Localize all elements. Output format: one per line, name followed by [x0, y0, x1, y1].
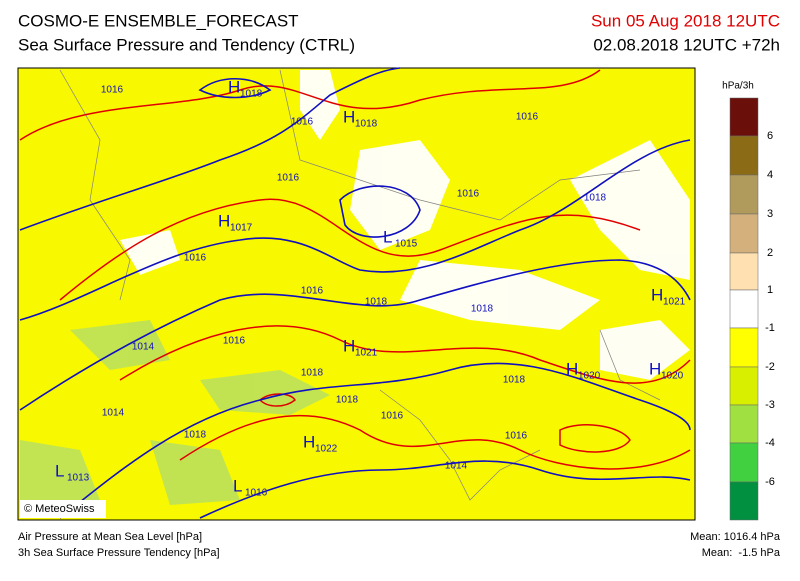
pressure-center-value: 1020: [661, 371, 684, 382]
colorbar-box: [729, 174, 759, 215]
pressure-center-letter: H: [649, 359, 661, 378]
footer-right-2: Mean: -1.5 hPa: [702, 547, 781, 559]
isobar-label: 1016: [184, 253, 207, 264]
credit: © MeteoSwiss: [24, 503, 95, 515]
colorbar-label: -1: [765, 322, 775, 334]
isobar-label: 1016: [381, 411, 404, 422]
isobar-label: 1018: [471, 304, 494, 315]
pressure-center-letter: H: [566, 359, 578, 378]
pressure-center-letter: H: [343, 336, 355, 355]
isobar-label: 1018: [584, 193, 607, 204]
colorbar: hPa/3h 6 4 3 2 1 -1 -2 -3 -4 -6: [722, 81, 775, 521]
pressure-center-letter: L: [55, 461, 64, 480]
colorbar-label: -3: [765, 399, 775, 411]
pressure-center-value: 1021: [663, 297, 686, 308]
colorbar-label: 1: [767, 284, 773, 296]
run-info: 02.08.2018 12UTC +72h: [593, 35, 780, 54]
isobar-label: 1016: [301, 286, 324, 297]
pressure-center-value: 1022: [315, 444, 338, 455]
footer-left-1: Air Pressure at Mean Sea Level [hPa]: [18, 531, 202, 543]
isobar-label: 1016: [505, 431, 528, 442]
pressure-center-letter: H: [651, 285, 663, 304]
isobar-label: 1014: [102, 408, 125, 419]
isobar-label: 1016: [291, 117, 314, 128]
colorbar-label: 3: [767, 208, 773, 220]
valid-date: Sun 05 Aug 2018 12UTC: [591, 11, 780, 30]
pressure-center-value: 1018: [355, 119, 378, 130]
isobar-label: 1018: [336, 395, 359, 406]
isobar-label: 1016: [223, 336, 246, 347]
isobar-label: 1016: [277, 173, 300, 184]
colorbar-box: [729, 97, 759, 137]
pressure-center-letter: H: [343, 107, 355, 126]
isobar-label: 1018: [301, 368, 324, 379]
tendency-isolines: [19, 69, 691, 470]
subtitle: Sea Surface Pressure and Tendency (CTRL): [18, 35, 355, 54]
colorbar-box: [729, 135, 759, 176]
colorbar-box: [729, 366, 759, 406]
negative-tendency-areas: [20, 320, 330, 518]
colorbar-label: 4: [767, 169, 773, 181]
pressure-center-letter: L: [233, 476, 242, 495]
isobar-label: 1014: [445, 461, 468, 472]
pressure-center-letter: H: [228, 77, 240, 96]
pressure-center-letter: H: [218, 211, 230, 230]
colorbar-box: [729, 213, 759, 254]
isobars: [19, 67, 691, 519]
pressure-center-value: 1016: [245, 488, 268, 499]
pressure-center-value: 1013: [67, 473, 90, 484]
isobar-label: 1018: [365, 297, 388, 308]
colorbar-box: [729, 442, 759, 483]
pressure-center-value: 1020: [578, 371, 601, 382]
pressure-center-value: 1015: [395, 239, 418, 250]
colorbar-label: -2: [765, 361, 775, 373]
pressure-center-value: 1018: [240, 89, 263, 100]
pressure-center-value: 1021: [355, 348, 378, 359]
colorbar-box: [729, 481, 759, 521]
colorbar-unit: hPa/3h: [722, 81, 754, 92]
colorbar-box: [729, 252, 759, 291]
colorbar-box: [729, 327, 759, 368]
pressure-center-letter: L: [383, 227, 392, 246]
colorbar-label: 6: [767, 130, 773, 142]
title: COSMO-E ENSEMBLE_FORECAST: [18, 11, 299, 30]
coastlines: [59, 69, 661, 501]
colorbar-label: -6: [765, 476, 775, 488]
isobar-label: 1016: [101, 85, 124, 96]
isobar-label: 1016: [457, 189, 480, 200]
pressure-center-value: 1017: [230, 223, 253, 234]
colorbar-box: [729, 404, 759, 444]
footer-right-1: Mean: 1016.4 hPa: [690, 531, 781, 543]
credit-box: [20, 500, 106, 518]
footer-left-2: 3h Sea Surface Pressure Tendency [hPa]: [18, 547, 220, 559]
isobar-label: 1016: [516, 112, 539, 123]
pressure-center-letter: H: [303, 432, 315, 451]
colorbar-label: 2: [767, 247, 773, 259]
isobar-label: 1014: [132, 342, 155, 353]
colorbar-label: -4: [765, 437, 775, 449]
isobar-label: 1018: [503, 375, 526, 386]
isobar-label: 1018: [184, 430, 207, 441]
colorbar-box: [729, 289, 759, 329]
